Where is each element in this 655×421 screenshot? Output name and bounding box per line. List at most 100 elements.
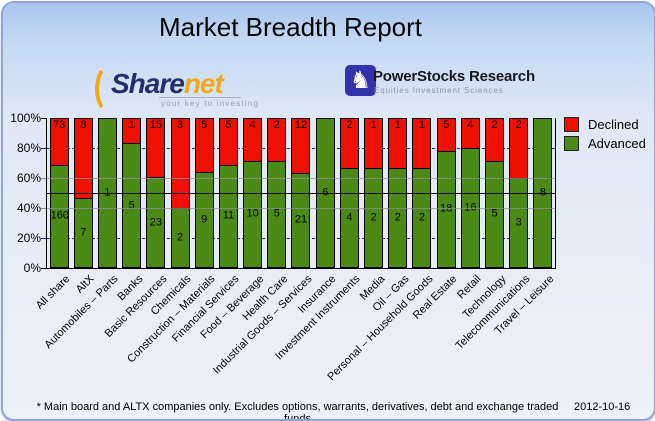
declined-segment: 15 <box>146 118 166 178</box>
y-axis-tick <box>41 208 46 209</box>
gridline-gray <box>47 208 555 209</box>
report-date: 2012-10-16 <box>574 401 631 413</box>
declined-segment: 8 <box>73 118 93 198</box>
advanced-value-label: 16 <box>462 201 479 213</box>
powerstocks-title: PowerStocks Research <box>373 68 535 85</box>
y-axis-tick <box>41 118 46 119</box>
legend-swatch-advanced <box>564 136 579 151</box>
stacked-bar: 73 160 <box>49 118 69 268</box>
declined-segment: 5 <box>194 118 214 172</box>
x-axis-line <box>46 268 556 269</box>
advanced-value-label: 1 <box>99 186 116 198</box>
declined-segment: 1 <box>412 118 432 168</box>
declined-segment: 4 <box>243 118 263 161</box>
advanced-segment: 10 <box>243 160 263 268</box>
y-axis-tick <box>41 178 46 179</box>
advanced-value-label: 8 <box>534 186 551 198</box>
bar-slot: 15 23 <box>144 118 168 268</box>
stacked-bar: 12 21 <box>291 118 311 268</box>
advanced-segment: 11 <box>218 164 238 268</box>
advanced-value-label: 10 <box>246 207 259 220</box>
y-axis-label: 40% <box>16 201 41 215</box>
y-axis-tick <box>41 238 46 239</box>
bar-slot: 5 11 <box>216 118 240 268</box>
legend-item-declined: Declined <box>564 117 646 132</box>
advanced-segment: 23 <box>146 177 166 268</box>
advanced-value-label: 2 <box>418 211 425 224</box>
legend: Declined Advanced <box>564 117 646 155</box>
y-axis-label: 0% <box>23 261 41 275</box>
advanced-value-label: 23 <box>149 215 162 228</box>
legend-label-declined: Declined <box>588 117 639 132</box>
advanced-value-label: 4 <box>346 211 353 224</box>
sharenet-tagline: your key to investing <box>161 99 260 108</box>
advanced-value-label: 9 <box>201 213 208 226</box>
declined-segment: 12 <box>291 118 311 173</box>
advanced-value-label: 6 <box>317 186 334 198</box>
chess-knight-icon: ♞ <box>345 65 376 96</box>
advanced-value-label: 5 <box>273 207 280 220</box>
declined-segment: 3 <box>170 118 190 208</box>
footnote: * Main board and ALTX companies only. Ex… <box>36 401 559 421</box>
declined-segment: 2 <box>267 118 287 161</box>
y-axis-label: 80% <box>16 141 41 155</box>
plot-right-border <box>555 118 556 269</box>
sharenet-divider <box>159 97 241 98</box>
stacked-bar: 4 10 <box>243 118 263 268</box>
declined-segment: 1 <box>122 118 142 143</box>
advanced-value-label: 2 <box>370 211 377 224</box>
y-axis-tick <box>41 268 46 269</box>
advanced-segment: 2 <box>364 168 384 268</box>
advanced-segment: 5 <box>267 160 287 268</box>
y-axis-label: 100% <box>10 111 41 125</box>
advanced-value-label: 11 <box>222 209 235 222</box>
y-axis-label: 20% <box>16 231 41 245</box>
bar-slot: 4 10 <box>241 118 265 268</box>
advanced-value-label: 160 <box>50 209 69 222</box>
advanced-segment: 18 <box>436 150 456 268</box>
legend-item-advanced: Advanced <box>564 136 646 151</box>
advanced-segment: 3 <box>509 178 529 268</box>
declined-segment: 1 <box>388 118 408 168</box>
advanced-value-label: 5 <box>491 207 498 220</box>
y-axis-tick <box>41 148 46 149</box>
declined-segment: 2 <box>339 118 359 168</box>
advanced-value-label: 7 <box>80 226 87 239</box>
declined-segment: 1 <box>364 118 384 168</box>
gridline-black-50 <box>47 193 555 194</box>
advanced-segment: 4 <box>339 168 359 268</box>
declined-segment: 4 <box>460 118 480 148</box>
y-axis-line <box>46 118 47 269</box>
stacked-bar: 5 11 <box>218 118 238 268</box>
powerstocks-subtitle: Equities Investment Sciences <box>374 86 504 95</box>
sharenet-arc-icon <box>95 64 125 114</box>
legend-label-advanced: Advanced <box>588 136 646 151</box>
advanced-segment: 9 <box>194 171 214 268</box>
advanced-value-label: 3 <box>515 216 522 229</box>
declined-segment: 2 <box>485 118 505 161</box>
bar-slot: 73 160 <box>47 118 71 268</box>
advanced-value-label: 2 <box>176 231 184 244</box>
advanced-segment: 7 <box>73 198 93 268</box>
advanced-segment: 5 <box>485 160 505 268</box>
plot-area: 7316087115152332595114102512216241212125… <box>47 118 555 268</box>
advanced-segment: 2 <box>412 168 432 268</box>
powerstocks-logo: ♞ PowerStocks Research Equities Investme… <box>345 65 545 103</box>
report-title: Market Breadth Report <box>158 12 422 42</box>
declined-segment: 5 <box>218 118 238 165</box>
legend-swatch-declined <box>564 117 579 132</box>
advanced-segment: 5 <box>122 143 142 268</box>
declined-segment: 2 <box>509 118 529 178</box>
